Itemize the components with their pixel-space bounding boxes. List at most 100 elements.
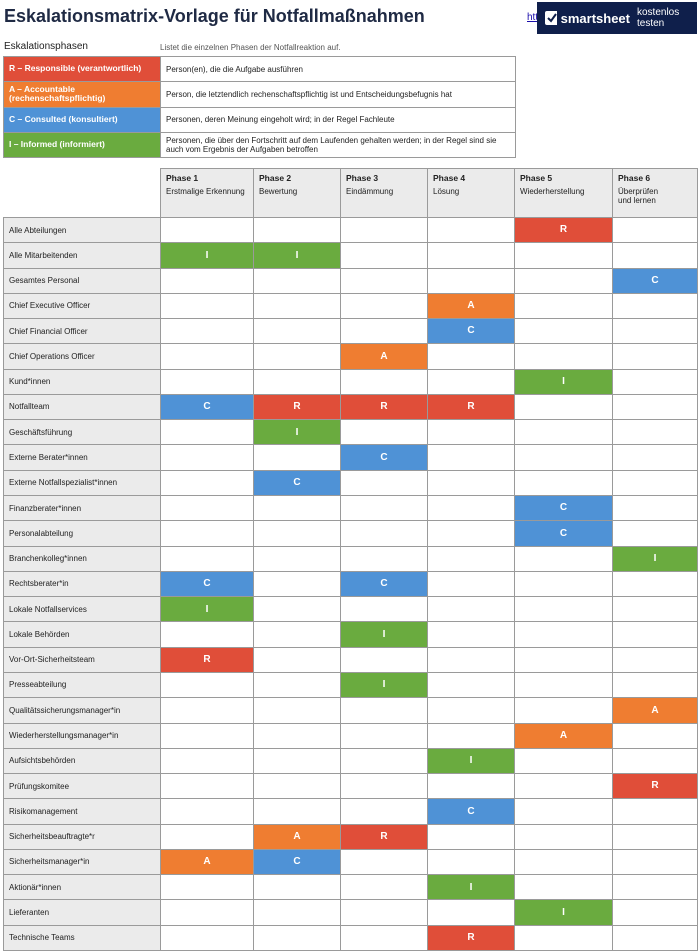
- raci-cell: [427, 722, 515, 749]
- raci-cell: [612, 444, 698, 471]
- raci-cell: [340, 874, 428, 901]
- raci-cell: [253, 924, 341, 951]
- phase-header: Phase 2 Bewertung: [253, 168, 341, 218]
- raci-cell: [340, 798, 428, 825]
- raci-cell: [612, 747, 698, 775]
- raci-cell: [612, 924, 698, 951]
- raci-cell: [160, 343, 254, 370]
- raci-cell: [253, 671, 341, 699]
- raci-cell: [427, 848, 515, 876]
- role-cell: Wiederherstellungsmanager*in: [3, 722, 161, 749]
- raci-cell: [253, 570, 341, 598]
- raci-cell: I: [612, 545, 698, 572]
- role-cell: Technische Teams: [3, 924, 161, 951]
- raci-cell: [514, 267, 613, 294]
- raci-cell: [514, 393, 613, 421]
- raci-cell: [612, 469, 698, 497]
- raci-cell: C: [514, 495, 613, 522]
- role-cell: Branchenkolleg*innen: [3, 545, 161, 572]
- raci-cell: [340, 242, 428, 269]
- raci-cell: [340, 722, 428, 749]
- role-cell: Personalabteilung: [3, 520, 161, 547]
- raci-cell: [340, 469, 428, 497]
- raci-cell: [612, 570, 698, 598]
- raci-cell: [514, 242, 613, 269]
- role-cell: Gesamtes Personal: [3, 267, 161, 294]
- raci-cell: I: [160, 596, 254, 623]
- raci-cell: A: [340, 343, 428, 370]
- banner[interactable]: smartsheet kostenlos testen: [537, 2, 697, 34]
- role-cell: Sicherheitsmanager*in: [3, 848, 161, 876]
- phase-header: Phase 4 Lösung: [427, 168, 515, 218]
- raci-cell: [340, 747, 428, 775]
- legend-text: Person(en), die die Aufgabe ausführen: [160, 56, 516, 83]
- raci-cell: I: [340, 671, 428, 699]
- phase-subtitle: Bewertung: [259, 186, 298, 196]
- raci-cell: [612, 621, 698, 648]
- role-cell: Presseabteilung: [3, 671, 161, 699]
- phase-name: Phase 1: [166, 173, 199, 183]
- raci-cell: [427, 596, 515, 623]
- role-cell: Alle Mitarbeitenden: [3, 242, 161, 269]
- raci-cell: [612, 646, 698, 673]
- raci-cell: [427, 621, 515, 648]
- raci-cell: R: [612, 773, 698, 800]
- legend-label: A – Accountable (rechenschaftspflichtig): [3, 81, 161, 108]
- raci-cell: [514, 621, 613, 648]
- raci-cell: [253, 368, 341, 395]
- raci-cell: [612, 823, 698, 850]
- raci-cell: [514, 823, 613, 850]
- raci-cell: A: [514, 722, 613, 749]
- raci-cell: [340, 267, 428, 294]
- raci-cell: [253, 267, 341, 294]
- raci-cell: [612, 217, 698, 244]
- raci-cell: [427, 545, 515, 572]
- legend-text: Personen, deren Meinung eingeholt wird; …: [160, 106, 516, 133]
- raci-cell: I: [427, 747, 515, 775]
- raci-cell: [340, 596, 428, 623]
- role-cell: Lokale Notfallservices: [3, 596, 161, 623]
- phase-subtitle: Lösung: [433, 186, 460, 196]
- role-cell: Chief Executive Officer: [3, 292, 161, 320]
- role-cell: Qualitätssicherungsmanager*in: [3, 697, 161, 724]
- raci-cell: [160, 368, 254, 395]
- raci-cell: [427, 242, 515, 269]
- header-corner: [3, 168, 161, 218]
- raci-cell: C: [160, 393, 254, 421]
- raci-cell: [160, 722, 254, 749]
- raci-cell: R: [427, 924, 515, 951]
- raci-cell: [253, 722, 341, 749]
- raci-cell: [514, 646, 613, 673]
- role-cell: Risikomanagement: [3, 798, 161, 825]
- raci-cell: [160, 469, 254, 497]
- raci-cell: A: [160, 848, 254, 876]
- raci-cell: C: [160, 570, 254, 598]
- raci-cell: [340, 292, 428, 320]
- raci-cell: [160, 217, 254, 244]
- raci-cell: [160, 495, 254, 522]
- phase-header: Phase 6 Überprüfen und lernen: [612, 168, 698, 218]
- raci-cell: [340, 318, 428, 345]
- raci-cell: [612, 848, 698, 876]
- raci-cell: R: [427, 393, 515, 421]
- link[interactable]: htt: [527, 12, 539, 23]
- raci-cell: I: [427, 874, 515, 901]
- raci-cell: R: [340, 823, 428, 850]
- raci-cell: [514, 292, 613, 320]
- raci-cell: [427, 520, 515, 547]
- raci-cell: I: [253, 419, 341, 446]
- raci-cell: [612, 419, 698, 446]
- raci-cell: C: [340, 570, 428, 598]
- raci-cell: [427, 217, 515, 244]
- raci-cell: [253, 318, 341, 345]
- raci-cell: [514, 596, 613, 623]
- title: Eskalationsmatrix-Vorlage für Notfallmaß…: [4, 6, 425, 26]
- raci-cell: R: [160, 646, 254, 673]
- raci-cell: [160, 697, 254, 724]
- raci-cell: [612, 899, 698, 926]
- phase-header: Phase 1 Erstmalige Erkennung: [160, 168, 254, 218]
- check-icon: [545, 11, 557, 25]
- raci-cell: [340, 495, 428, 522]
- raci-cell: [340, 646, 428, 673]
- role-cell: Lieferanten: [3, 899, 161, 926]
